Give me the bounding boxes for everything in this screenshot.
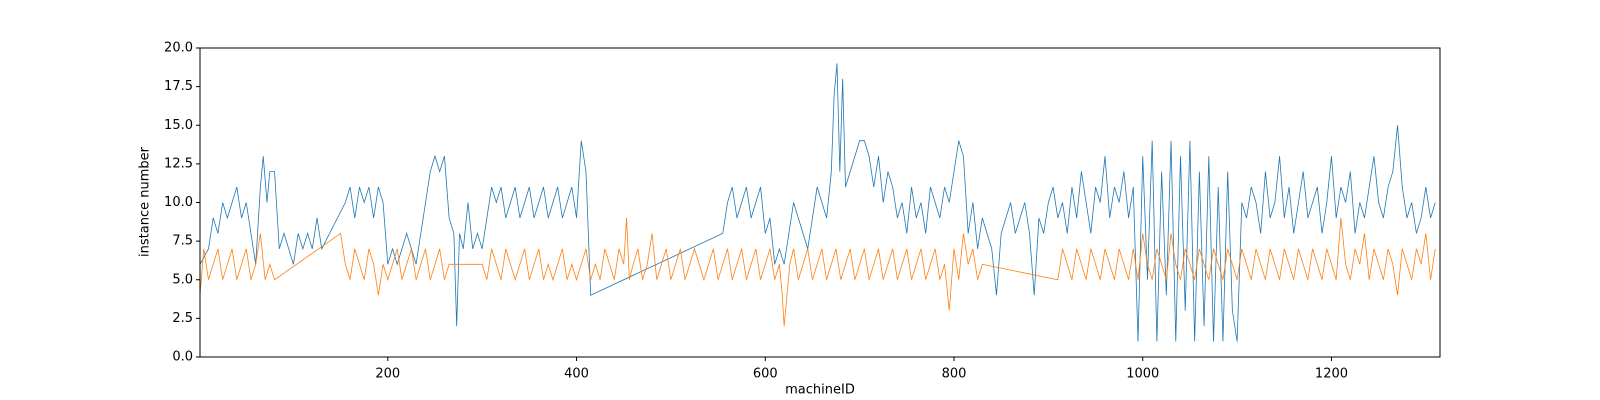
y-tick-label: 7.5 — [172, 234, 193, 249]
series-line — [200, 63, 1436, 342]
y-tick-label: 0.0 — [172, 350, 193, 365]
x-axis-label: machineID — [785, 383, 855, 398]
x-tick-label: 1000 — [1126, 367, 1159, 382]
x-tick-label: 400 — [564, 367, 589, 382]
plot-frame — [199, 47, 1441, 358]
x-tick-label: 200 — [375, 367, 400, 382]
y-tick-label: 10.0 — [164, 195, 193, 210]
y-tick-label: 5.0 — [172, 272, 193, 287]
y-tick-label: 17.5 — [164, 79, 193, 94]
x-tick-label: 1200 — [1315, 367, 1348, 382]
x-tick-label: 800 — [942, 367, 967, 382]
series-line — [200, 217, 1436, 327]
x-tick-label: 600 — [753, 367, 778, 382]
y-tick-label: 20.0 — [164, 41, 193, 56]
y-axis-label: instance number — [138, 146, 153, 257]
y-tick-label: 2.5 — [172, 311, 193, 326]
y-tick-label: 12.5 — [164, 156, 193, 171]
y-tick-label: 15.0 — [164, 118, 193, 133]
